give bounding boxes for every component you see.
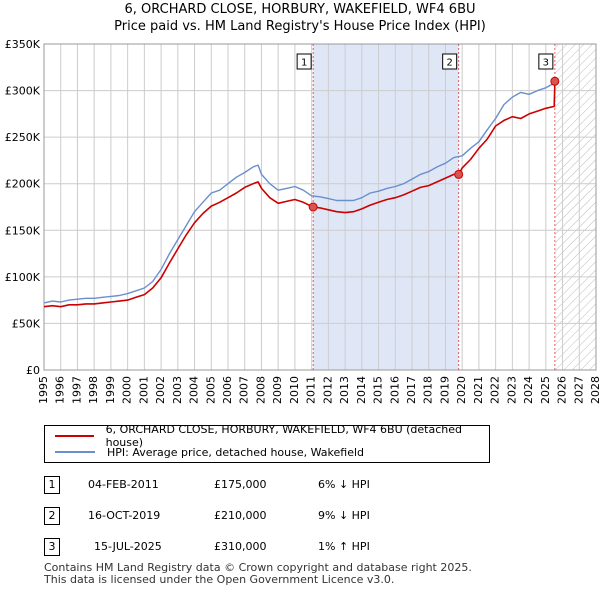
legend-item-property: 6, ORCHARD CLOSE, HORBURY, WAKEFIELD, WF… (45, 423, 489, 449)
x-tick-label: 1997 (70, 376, 83, 404)
row-hpi: 6% ↓ HPI (318, 478, 370, 491)
x-tick-label: 2025 (539, 376, 552, 404)
row-number: 2 (44, 507, 60, 525)
x-tick-label: 2023 (505, 376, 518, 404)
x-tick-label: 2013 (338, 376, 351, 404)
sale-point (550, 76, 560, 86)
x-tick-label: 2026 (556, 376, 569, 404)
legend-swatch-hpi (55, 451, 95, 453)
x-tick-label: 2012 (321, 376, 334, 404)
shaded-period (313, 44, 459, 370)
y-tick-label: £200K (5, 178, 41, 191)
x-tick-label: 1998 (87, 376, 100, 404)
sale-marker-box (296, 53, 312, 70)
row-number: 3 (44, 538, 60, 556)
row-date: 04-FEB-2011 (88, 478, 159, 491)
x-tick-label: 2019 (438, 376, 451, 404)
sale-point (454, 169, 464, 179)
x-tick-label: 2001 (137, 376, 150, 404)
legend-label-hpi: HPI: Average price, detached house, Wake… (107, 445, 365, 459)
x-tick-label: 2005 (204, 376, 217, 404)
row-number: 1 (44, 476, 60, 494)
hpi-series-line (43, 83, 553, 304)
sale-marker-label: 2 (446, 58, 452, 69)
legend-label-property: 6, ORCHARD CLOSE, HORBURY, WAKEFIELD, WF… (105, 423, 462, 449)
x-tick-label: 2002 (154, 376, 167, 404)
x-tick-label: 2016 (388, 376, 401, 404)
property-series-line (43, 81, 556, 308)
x-tick-label: 2009 (271, 376, 284, 404)
sale-point (308, 202, 318, 212)
x-tick-label: 2017 (405, 376, 418, 404)
x-tick-label: 2015 (372, 376, 385, 404)
x-tick-label: 1999 (104, 376, 117, 404)
x-tick-label: 2000 (121, 376, 134, 404)
row-hpi: 1% ↑ HPI (318, 540, 370, 553)
x-tick-label: 2018 (422, 376, 435, 404)
y-tick-label: £50K (12, 317, 41, 330)
y-tick-label: £0 (26, 364, 40, 377)
x-tick-label: 2010 (288, 376, 301, 404)
row-date: 16-OCT-2019 (88, 509, 161, 522)
x-tick-label: 2022 (489, 376, 502, 404)
table-row: 3 15-JUL-2025 £310,000 1% ↑ HPI (44, 538, 544, 556)
x-tick-label: 2007 (238, 376, 251, 404)
x-tick-label: 2014 (355, 376, 368, 404)
footer-copyright: Contains HM Land Registry data © Crown c… (44, 561, 472, 574)
x-tick-label: 1996 (54, 376, 67, 404)
x-tick-label: 2011 (305, 376, 318, 404)
legend-swatch-property (55, 435, 94, 437)
row-date: 15-JUL-2025 (94, 540, 162, 553)
x-tick-label: 2021 (472, 376, 485, 404)
chart-subtitle: Price paid vs. HM Land Registry's House … (114, 19, 486, 34)
sale-marker-box (538, 53, 554, 70)
y-tick-label: £150K (5, 224, 41, 237)
x-tick-label: 2006 (221, 376, 234, 404)
y-tick-label: £350K (5, 38, 41, 51)
row-price: £210,000 (214, 509, 267, 522)
x-tick-label: 2008 (254, 376, 267, 404)
x-tick-label: 2024 (522, 376, 535, 404)
table-row: 2 16-OCT-2019 £210,000 9% ↓ HPI (44, 507, 544, 525)
legend-item-hpi: HPI: Average price, detached house, Wake… (45, 444, 364, 460)
y-tick-label: £100K (5, 271, 41, 284)
sale-marker-label: 1 (301, 58, 307, 69)
table-row: 1 04-FEB-2011 £175,000 6% ↓ HPI (44, 476, 544, 494)
y-tick-label: £300K (5, 85, 41, 98)
hatched-future (554, 44, 596, 370)
plot-border (43, 43, 597, 371)
x-tick-label: 1995 (37, 376, 50, 404)
x-tick-label: 2027 (572, 376, 585, 404)
row-hpi: 9% ↓ HPI (318, 509, 370, 522)
row-price: £175,000 (214, 478, 267, 491)
y-tick-label: £250K (5, 131, 41, 144)
row-price: £310,000 (214, 540, 267, 553)
sale-marker-box (442, 53, 458, 70)
x-tick-label: 2004 (188, 376, 201, 404)
legend: 6, ORCHARD CLOSE, HORBURY, WAKEFIELD, WF… (44, 423, 490, 463)
sale-marker-label: 3 (543, 58, 549, 69)
x-tick-label: 2003 (171, 376, 184, 404)
x-tick-label: 2028 (589, 376, 600, 404)
footer-licence: This data is licensed under the Open Gov… (44, 573, 395, 586)
price-chart: £0 £50K £100K £150K £200K £250K £300K £350K 1995… (5, 38, 600, 404)
x-tick-label: 2020 (455, 376, 468, 404)
chart-title: 6, ORCHARD CLOSE, HORBURY, WAKEFIELD, WF… (124, 2, 476, 17)
